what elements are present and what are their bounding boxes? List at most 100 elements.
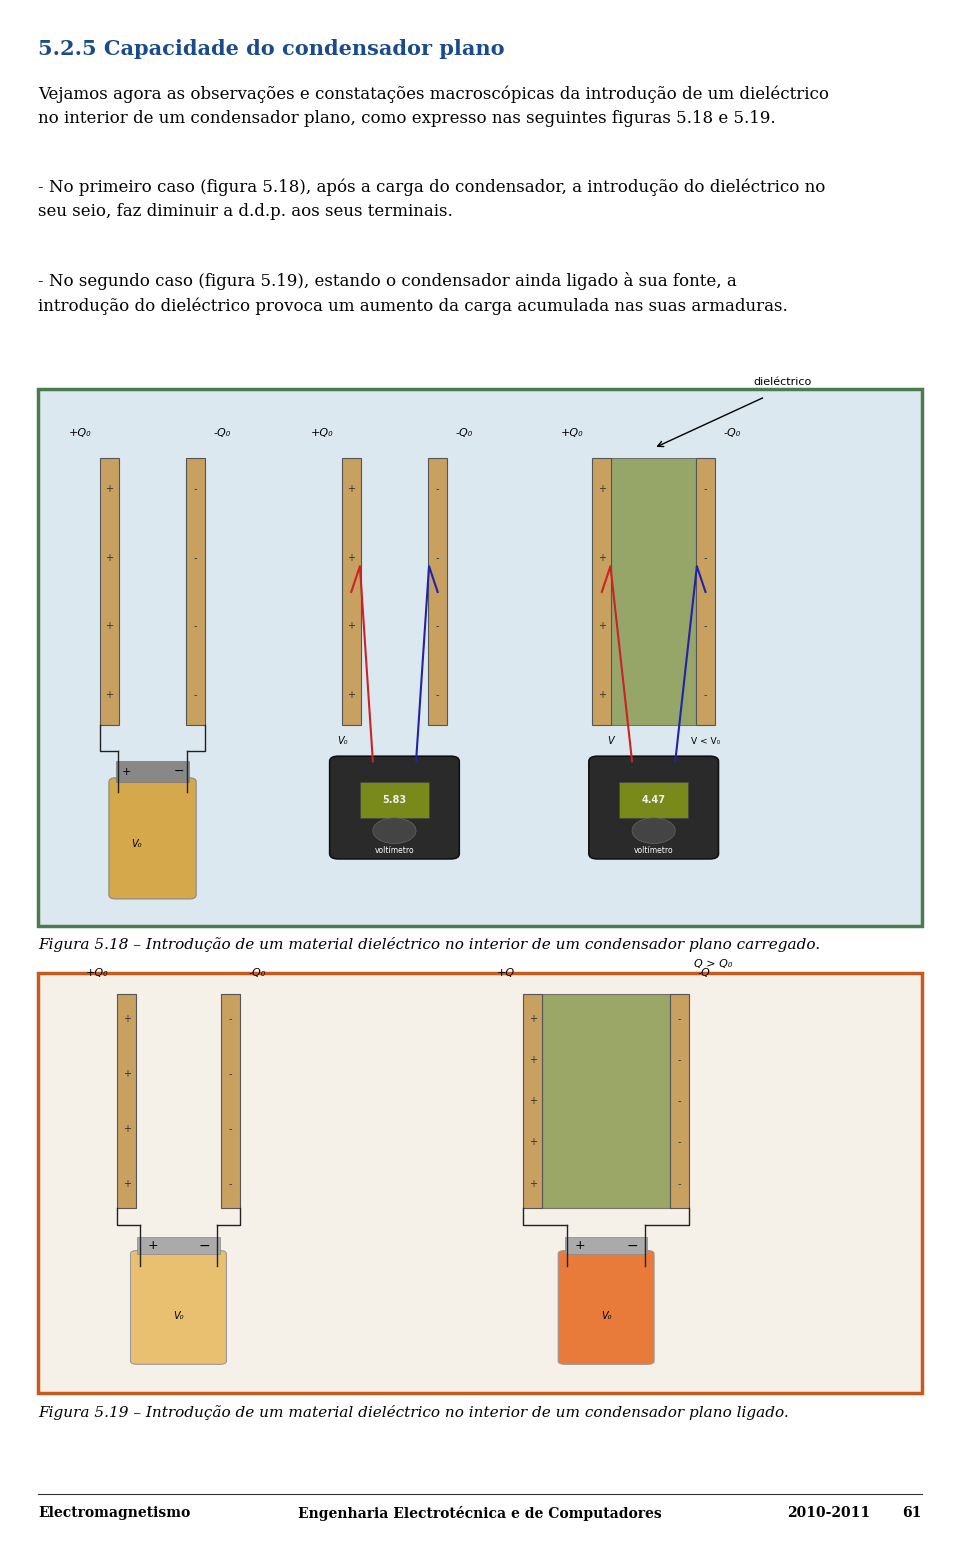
Text: -: - (678, 1015, 682, 1024)
Text: V₀: V₀ (601, 1310, 612, 1321)
Text: +: + (123, 1179, 131, 1189)
Text: Figura 5.18 – Introdução de um material dieléctrico no interior de um condensado: Figura 5.18 – Introdução de um material … (38, 937, 821, 952)
Text: +Q₀: +Q₀ (310, 428, 333, 437)
Text: -: - (228, 1123, 232, 1134)
Text: -: - (704, 689, 708, 700)
FancyBboxPatch shape (131, 1251, 227, 1365)
Text: V₀: V₀ (337, 736, 348, 745)
Text: +: + (123, 1015, 131, 1024)
Bar (696, 459, 715, 725)
Text: +: + (348, 552, 355, 563)
Text: +Q₀: +Q₀ (68, 428, 91, 437)
Text: +: + (147, 1239, 157, 1253)
Text: - No segundo caso (figura 5.19), estando o condensador ainda ligado à sua fonte,: - No segundo caso (figura 5.19), estando… (38, 272, 788, 314)
Text: - No primeiro caso (figura 5.18), após a carga do condensador, a introdução do d: - No primeiro caso (figura 5.18), após a… (38, 179, 826, 219)
Text: -: - (194, 689, 198, 700)
Text: -Q₀: -Q₀ (214, 428, 231, 437)
Text: +: + (575, 1239, 586, 1253)
Text: -Q₀: -Q₀ (456, 428, 473, 437)
Text: +Q₀: +Q₀ (561, 428, 584, 437)
Text: +: + (106, 484, 113, 495)
Bar (565, 1237, 647, 1254)
Text: -Q: -Q (698, 968, 710, 977)
Text: +: + (348, 689, 355, 700)
FancyBboxPatch shape (108, 778, 196, 899)
FancyBboxPatch shape (329, 756, 459, 859)
Bar (186, 459, 205, 725)
Text: 61: 61 (902, 1506, 922, 1520)
Text: +: + (598, 689, 606, 700)
Text: V₀: V₀ (173, 1310, 183, 1321)
Text: +: + (122, 767, 132, 776)
Bar (612, 459, 696, 725)
Text: dieléctrico: dieléctrico (754, 377, 811, 386)
Text: -: - (678, 1055, 682, 1064)
Text: +: + (106, 689, 113, 700)
Bar (542, 994, 670, 1209)
Text: +: + (348, 621, 355, 632)
Bar (428, 459, 447, 725)
FancyBboxPatch shape (588, 756, 718, 859)
Text: +: + (529, 1097, 537, 1106)
Text: -Q₀: -Q₀ (724, 428, 741, 437)
Text: +: + (529, 1137, 537, 1147)
Text: -: - (436, 689, 440, 700)
Text: Figura 5.19 – Introdução de um material dieléctrico no interior de um condensado: Figura 5.19 – Introdução de um material … (38, 1405, 789, 1421)
FancyBboxPatch shape (38, 389, 922, 926)
Text: +: + (598, 484, 606, 495)
Text: +: + (529, 1055, 537, 1064)
Bar (592, 459, 612, 725)
Text: -: - (228, 1179, 232, 1189)
Text: −: − (626, 1239, 637, 1253)
Text: -: - (228, 1069, 232, 1078)
Text: -: - (678, 1179, 682, 1189)
Text: 5.83: 5.83 (382, 795, 406, 804)
Bar (342, 459, 361, 725)
Circle shape (632, 818, 675, 843)
Text: V₀: V₀ (131, 839, 141, 848)
Text: voltímetro: voltímetro (634, 846, 674, 856)
Text: Vejamos agora as observações e constatações macroscópicas da introdução de um di: Vejamos agora as observações e constataç… (38, 86, 829, 126)
Text: -: - (194, 552, 198, 563)
Circle shape (372, 818, 416, 843)
Bar (221, 994, 240, 1209)
Text: +Q₀: +Q₀ (85, 968, 108, 977)
Bar (117, 994, 136, 1209)
Text: −: − (199, 1239, 210, 1253)
Text: Electromagnetismo: Electromagnetismo (38, 1506, 191, 1520)
Text: -: - (228, 1015, 232, 1024)
Text: Q > Q₀: Q > Q₀ (694, 960, 732, 969)
Text: Engenharia Electrotécnica e de Computadores: Engenharia Electrotécnica e de Computado… (299, 1506, 661, 1522)
Text: +: + (598, 552, 606, 563)
Text: -Q₀: -Q₀ (249, 968, 266, 977)
Text: 2010-2011: 2010-2011 (787, 1506, 871, 1520)
Bar (100, 459, 119, 725)
Text: +Q: +Q (496, 968, 515, 977)
FancyBboxPatch shape (558, 1251, 654, 1365)
Text: +: + (106, 621, 113, 632)
Bar (137, 1237, 220, 1254)
Text: -: - (436, 552, 440, 563)
Text: +: + (529, 1015, 537, 1024)
Bar (619, 781, 688, 818)
Text: voltímetro: voltímetro (374, 846, 415, 856)
Bar (523, 994, 542, 1209)
Text: +: + (529, 1179, 537, 1189)
Bar (360, 781, 429, 818)
Bar (116, 761, 189, 781)
Text: -: - (704, 621, 708, 632)
Text: V < V₀: V < V₀ (691, 738, 720, 745)
Text: -: - (436, 621, 440, 632)
Text: -: - (678, 1097, 682, 1106)
Text: -: - (704, 484, 708, 495)
Bar (670, 994, 689, 1209)
FancyBboxPatch shape (38, 972, 922, 1393)
Text: -: - (194, 484, 198, 495)
Text: +: + (123, 1123, 131, 1134)
Text: +: + (348, 484, 355, 495)
Text: -: - (678, 1137, 682, 1147)
Text: -: - (436, 484, 440, 495)
Text: −: − (173, 766, 183, 778)
Text: -: - (704, 552, 708, 563)
Text: 5.2.5 Capacidade do condensador plano: 5.2.5 Capacidade do condensador plano (38, 39, 505, 59)
